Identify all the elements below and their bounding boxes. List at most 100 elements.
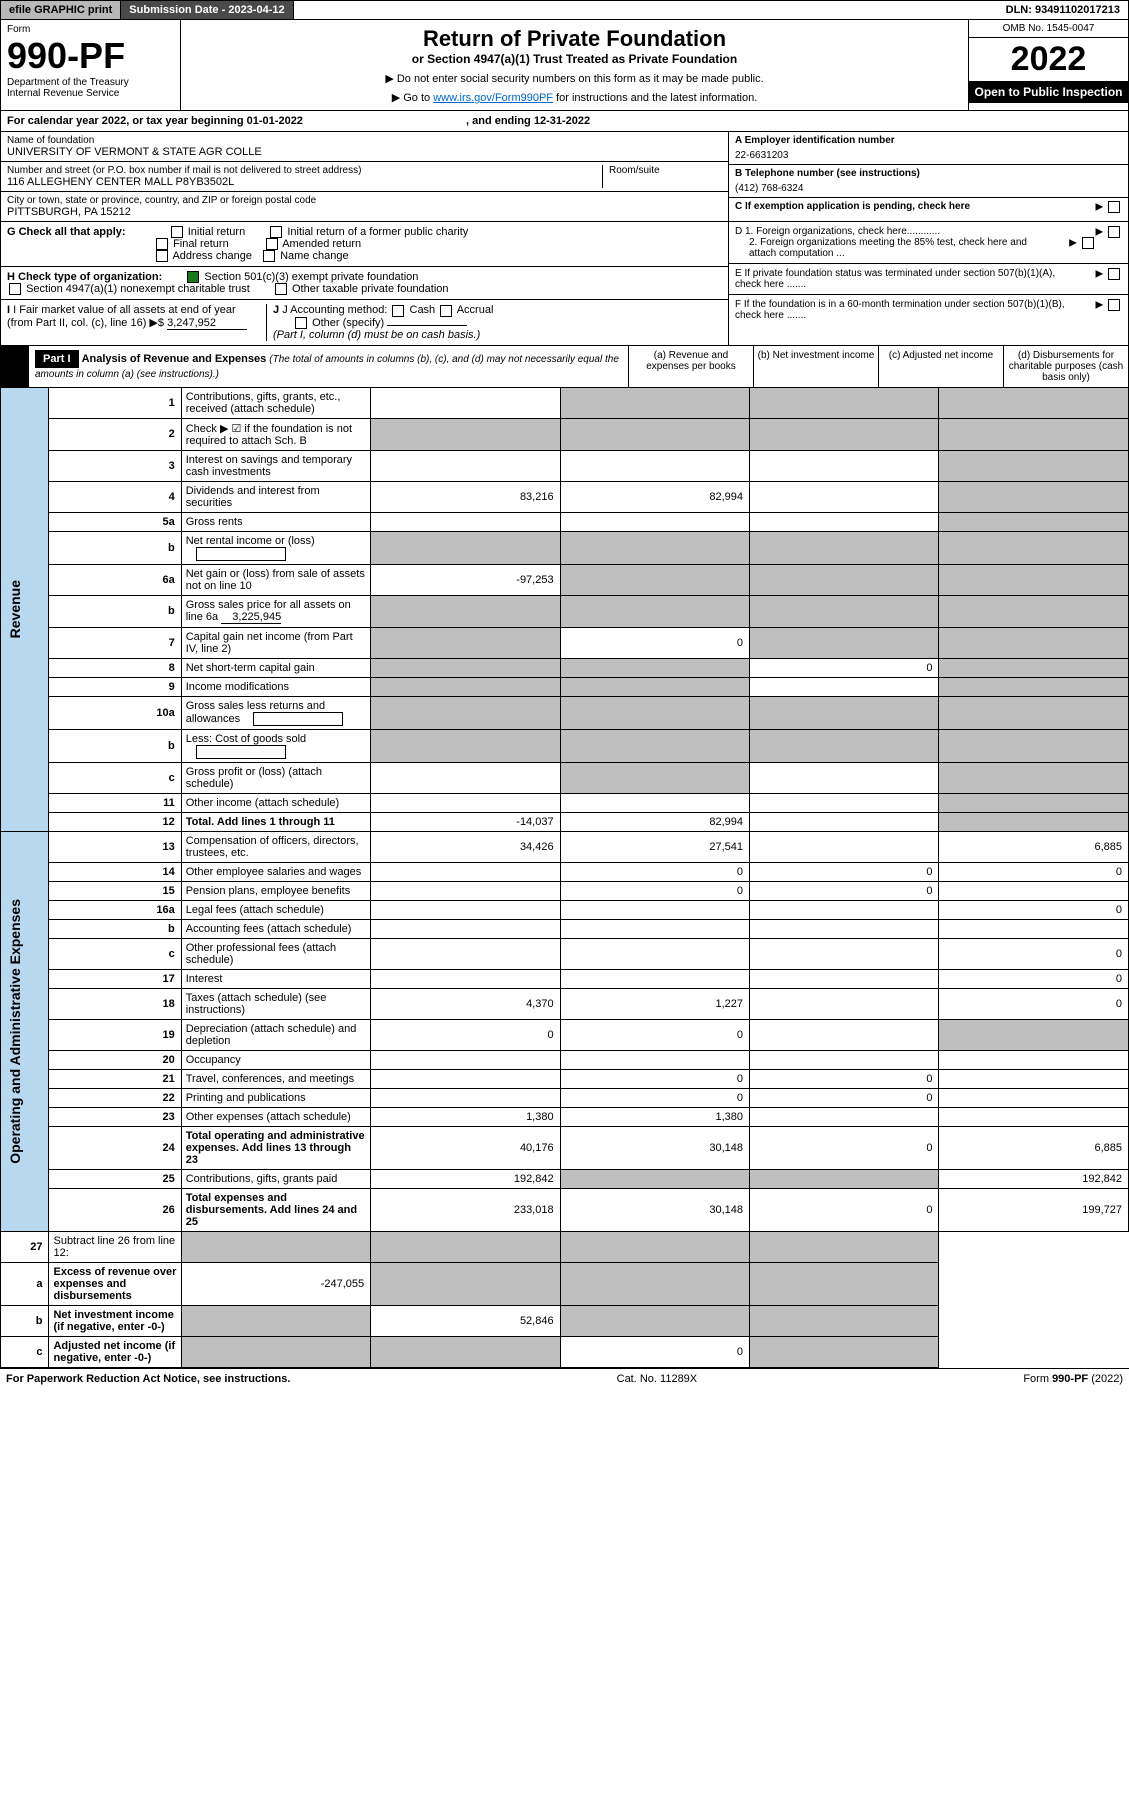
row-num: 23 [49, 1107, 181, 1126]
row-desc: Other professional fees (attach schedule… [181, 938, 370, 969]
info-right: A Employer identification number 22-6631… [728, 132, 1128, 221]
cell-c [750, 1019, 939, 1050]
checkbox-501c3[interactable] [187, 271, 199, 283]
cell-c: 0 [750, 1188, 939, 1231]
row-desc: Other expenses (attach schedule) [181, 1107, 370, 1126]
cell-a [371, 919, 560, 938]
cell-b: 0 [560, 881, 749, 900]
cell-c [750, 988, 939, 1019]
row-num: 4 [49, 481, 181, 512]
cell-c: 0 [750, 862, 939, 881]
cell-d [939, 512, 1129, 531]
cell-d [939, 658, 1129, 677]
header-right: OMB No. 1545-0047 2022 Open to Public In… [968, 20, 1128, 110]
checkbox-d2[interactable] [1082, 237, 1094, 249]
row-desc: Contributions, gifts, grants, etc., rece… [181, 388, 370, 419]
cell-c: 0 [750, 1126, 939, 1169]
checkbox-e[interactable] [1108, 268, 1120, 280]
cell-c [750, 1050, 939, 1069]
cell-d [939, 881, 1129, 900]
check-left: G Check all that apply: Initial return I… [1, 222, 728, 345]
cell-a: 40,176 [371, 1126, 560, 1169]
table-row: Operating and Administrative Expenses13C… [1, 831, 1129, 862]
form-number: 990-PF [7, 35, 174, 77]
table-row: cOther professional fees (attach schedul… [1, 938, 1129, 969]
cell-a [371, 677, 560, 696]
row-num: b [49, 595, 181, 627]
checkbox-c[interactable] [1108, 201, 1120, 213]
cell-b [560, 450, 749, 481]
row-num: 24 [49, 1126, 181, 1169]
table-row: cGross profit or (loss) (attach schedule… [1, 762, 1129, 793]
checkbox-final[interactable] [156, 238, 168, 250]
row-num: a [1, 1262, 49, 1305]
info-row: Name of foundation UNIVERSITY OF VERMONT… [0, 132, 1129, 222]
checkbox-cash[interactable] [392, 305, 404, 317]
row-desc: Gross profit or (loss) (attach schedule) [181, 762, 370, 793]
cell-d: 6,885 [939, 1126, 1129, 1169]
table-row: 22Printing and publications00 [1, 1088, 1129, 1107]
checkbox-4947[interactable] [9, 283, 21, 295]
table-row: 21Travel, conferences, and meetings00 [1, 1069, 1129, 1088]
checkbox-address[interactable] [156, 250, 168, 262]
cell-d [939, 812, 1129, 831]
checkbox-other-taxable[interactable] [275, 283, 287, 295]
ein-cell: A Employer identification number 22-6631… [729, 132, 1128, 165]
checkbox-initial-former[interactable] [270, 226, 282, 238]
cell-b [560, 388, 749, 419]
cell-c [750, 677, 939, 696]
cell-c [560, 1305, 749, 1336]
part1-label: Part I [35, 350, 79, 368]
checkbox-f[interactable] [1108, 299, 1120, 311]
cell-a [371, 388, 560, 419]
checkbox-initial[interactable] [171, 226, 183, 238]
cell-b [560, 969, 749, 988]
cell-d [939, 677, 1129, 696]
table-row: 11Other income (attach schedule) [1, 793, 1129, 812]
form-header: Form 990-PF Department of the Treasury I… [0, 20, 1129, 111]
phone-cell: B Telephone number (see instructions) (4… [729, 165, 1128, 198]
checkbox-namechange[interactable] [263, 250, 275, 262]
cell-c [750, 696, 939, 729]
cell-b [560, 793, 749, 812]
row-num: 25 [49, 1169, 181, 1188]
cell-a [181, 1231, 370, 1262]
cell-a: 4,370 [371, 988, 560, 1019]
cell-c: 0 [750, 881, 939, 900]
cell-c [750, 938, 939, 969]
cell-c [750, 831, 939, 862]
open-to-public: Open to Public Inspection [969, 81, 1128, 103]
table-row: aExcess of revenue over expenses and dis… [1, 1262, 1129, 1305]
checkbox-other-method[interactable] [295, 317, 307, 329]
cell-d: 199,727 [939, 1188, 1129, 1231]
checkbox-amended[interactable] [266, 238, 278, 250]
cell-a: 192,842 [371, 1169, 560, 1188]
checkbox-d1[interactable] [1108, 226, 1120, 238]
row-desc: Total. Add lines 1 through 11 [181, 812, 370, 831]
table-row: 18Taxes (attach schedule) (see instructi… [1, 988, 1129, 1019]
cell-d [939, 793, 1129, 812]
row-num: c [49, 762, 181, 793]
cell-a [371, 627, 560, 658]
row-desc: Gross rents [181, 512, 370, 531]
cell-c [750, 564, 939, 595]
cell-a [371, 969, 560, 988]
row-desc: Occupancy [181, 1050, 370, 1069]
row-desc: Compensation of officers, directors, tru… [181, 831, 370, 862]
cell-d [750, 1231, 939, 1262]
check-area: G Check all that apply: Initial return I… [0, 222, 1129, 346]
main-table: Revenue1Contributions, gifts, grants, et… [0, 388, 1129, 1368]
topbar: efile GRAPHIC print Submission Date - 20… [0, 0, 1129, 20]
table-row: 20Occupancy [1, 1050, 1129, 1069]
cell-d [939, 388, 1129, 419]
row-num: c [1, 1336, 49, 1367]
checkbox-accrual[interactable] [440, 305, 452, 317]
row-desc: Check ▶ ☑ if the foundation is not requi… [181, 418, 370, 450]
cell-c [750, 900, 939, 919]
row-desc: Interest [181, 969, 370, 988]
instructions-link[interactable]: www.irs.gov/Form990PF [433, 92, 553, 104]
row-desc: Interest on savings and temporary cash i… [181, 450, 370, 481]
cell-a [371, 1088, 560, 1107]
cell-b [371, 1336, 560, 1367]
row-desc: Subtract line 26 from line 12: [49, 1231, 181, 1262]
